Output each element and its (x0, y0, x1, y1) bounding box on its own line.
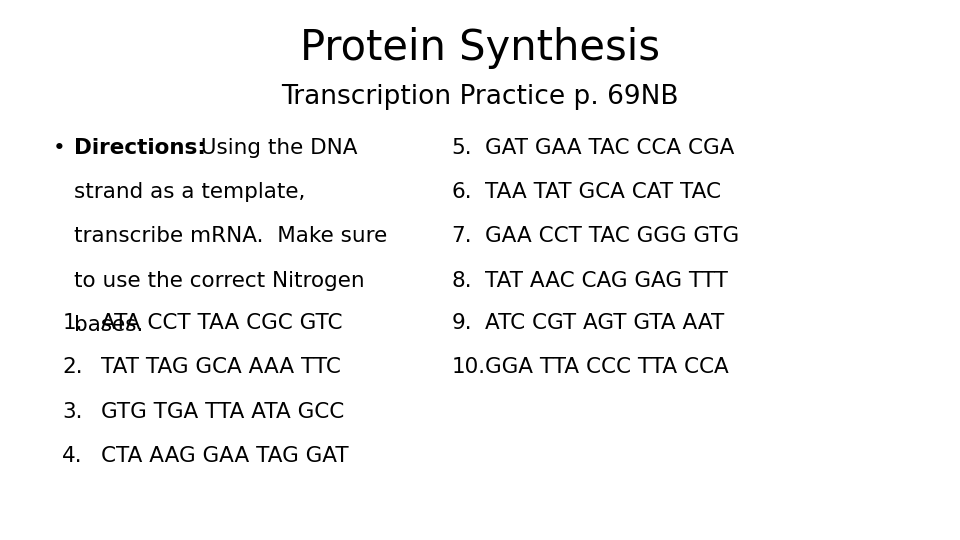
Text: GAT GAA TAC CCA CGA: GAT GAA TAC CCA CGA (485, 138, 734, 158)
Text: strand as a template,: strand as a template, (74, 182, 305, 202)
Text: GAA CCT TAC GGG GTG: GAA CCT TAC GGG GTG (485, 226, 739, 246)
Text: ATA CCT TAA CGC GTC: ATA CCT TAA CGC GTC (101, 313, 343, 333)
Text: GGA TTA CCC TTA CCA: GGA TTA CCC TTA CCA (485, 357, 729, 377)
Text: CTA AAG GAA TAG GAT: CTA AAG GAA TAG GAT (101, 446, 348, 466)
Text: 4.: 4. (62, 446, 83, 466)
Text: Using the DNA: Using the DNA (187, 138, 358, 158)
Text: 3.: 3. (62, 402, 83, 422)
Text: to use the correct Nitrogen: to use the correct Nitrogen (74, 271, 365, 291)
Text: 8.: 8. (451, 271, 471, 291)
Text: bases.: bases. (74, 315, 143, 335)
Text: •: • (53, 138, 65, 158)
Text: TAA TAT GCA CAT TAC: TAA TAT GCA CAT TAC (485, 182, 721, 202)
Text: TAT TAG GCA AAA TTC: TAT TAG GCA AAA TTC (101, 357, 341, 377)
Text: transcribe mRNA.  Make sure: transcribe mRNA. Make sure (74, 226, 387, 246)
Text: TAT AAC CAG GAG TTT: TAT AAC CAG GAG TTT (485, 271, 728, 291)
Text: 6.: 6. (451, 182, 471, 202)
Text: 1.: 1. (62, 313, 83, 333)
Text: Directions:: Directions: (74, 138, 205, 158)
Text: 7.: 7. (451, 226, 471, 246)
Text: 10.: 10. (451, 357, 486, 377)
Text: 5.: 5. (451, 138, 471, 158)
Text: Protein Synthesis: Protein Synthesis (300, 27, 660, 69)
Text: GTG TGA TTA ATA GCC: GTG TGA TTA ATA GCC (101, 402, 344, 422)
Text: Transcription Practice p. 69NB: Transcription Practice p. 69NB (281, 84, 679, 110)
Text: 9.: 9. (451, 313, 471, 333)
Text: ATC CGT AGT GTA AAT: ATC CGT AGT GTA AAT (485, 313, 724, 333)
Text: 2.: 2. (62, 357, 83, 377)
